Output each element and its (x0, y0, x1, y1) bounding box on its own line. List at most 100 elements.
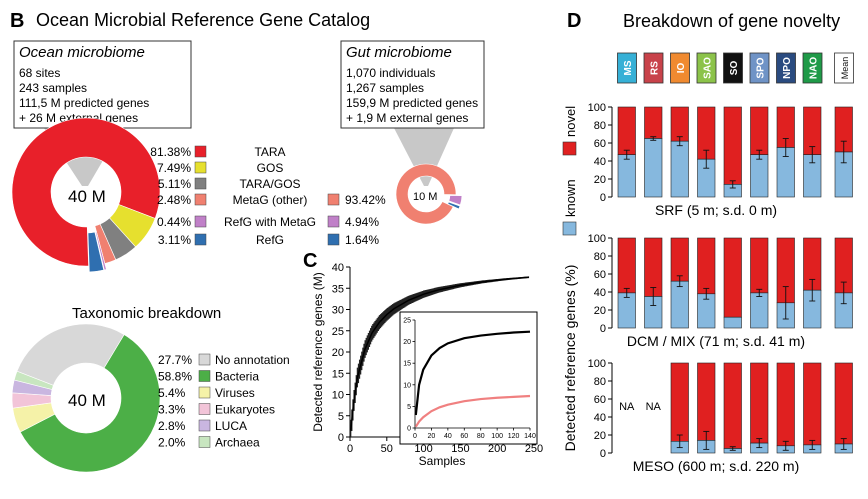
c-inset-y-tick-label: 0 (407, 426, 411, 433)
d-y-tick-label: 40 (594, 156, 606, 168)
c-x-tick-label: 100 (414, 443, 432, 455)
taxo-swatch-bacteria (198, 370, 211, 382)
taxo-pct-luca: 2.8% (158, 419, 186, 433)
ocean-box-line-1: 68 sites (19, 66, 60, 80)
d-bar-known (750, 154, 769, 198)
legend-label-refg: RefG (256, 233, 284, 247)
taxo-slice-no-annotation (16, 323, 125, 386)
d-y-tick-label: 60 (594, 394, 606, 406)
gut-donut-center: 10 M (413, 191, 437, 203)
c-y-tick-label: 15 (332, 368, 344, 380)
ocean-region-badge-io (670, 52, 690, 84)
c-inset-y-tick-label: 20 (403, 339, 411, 346)
c-x-tick-label: 250 (525, 443, 543, 455)
ocean-region-code-mean: Mean (840, 57, 850, 80)
gut-box-line-3: 159,9 M predicted genes (346, 96, 478, 110)
taxonomy-legend: 27.7% No annotation 58.8% Bacteria 5.4% Virus… (158, 353, 290, 450)
c-inset-y-tick-label: 5 (407, 404, 411, 411)
novelty-bar-charts: MS RS IO SAO SO SPO NPO NAO Mean 0 20 40 60 80 100 SRF … (562, 52, 854, 474)
d-bar-novel (670, 106, 689, 142)
c-inset-y-tick-label: 15 (403, 361, 411, 368)
d-y-tick-label: 0 (600, 448, 606, 460)
d-bar-novel (803, 362, 822, 446)
swatch-tara-gos (194, 177, 207, 190)
taxo-label-archaea: Archaea (215, 436, 260, 450)
c-y-tick-label: 25 (332, 326, 344, 338)
c-inset-x-tick-label: 60 (460, 433, 468, 440)
ocean-donut-chart (11, 117, 161, 273)
d-bar-novel (750, 106, 769, 156)
c-inset-curve-2 (414, 394, 531, 428)
gut-funnel (394, 128, 454, 186)
c-x-tick-label: 0 (347, 443, 353, 455)
panel-b-letter: B (10, 10, 24, 32)
c-y-tick-label: 20 (332, 347, 344, 359)
c-inset-x-tick-label: 80 (477, 433, 485, 440)
c-inset-x-tick-label: 0 (413, 433, 417, 440)
d-y-tick-label: 80 (594, 376, 606, 388)
d-bar-novel (697, 237, 716, 295)
c-y-label: Detected reference genes (M) (311, 272, 325, 431)
legend-label-metag-other: MetaG (other) (233, 193, 308, 207)
d-y-tick-label: 100 (588, 102, 606, 114)
d-bar-novel (750, 237, 769, 294)
ocean-region-code-ms: MS (623, 60, 634, 75)
panel-c-letter: C (303, 250, 317, 272)
c-inset-x-tick-label: 20 (428, 433, 436, 440)
c-y-tick-label: 0 (338, 432, 344, 444)
panel-d-title: Breakdown of gene novelty (623, 11, 840, 31)
d-bar-novel (670, 362, 689, 442)
ocean-region-badge-npo (776, 52, 796, 84)
d-y-tick-label: 100 (588, 233, 606, 245)
d-y-label: Detected reference genes (%) (562, 265, 578, 452)
gut-pct-metag-other: 93.42% (345, 193, 386, 207)
ocean-slice-refg-with-metag (95, 231, 107, 271)
d-bar-novel (750, 362, 769, 444)
ocean-region-code-spo: SPO (756, 57, 767, 78)
legend-label-tara-gos: TARA/GOS (239, 177, 300, 191)
c-x-tick-label: 50 (381, 443, 393, 455)
taxo-slice-bacteria (19, 334, 161, 473)
d-y-tick-label: 80 (594, 120, 606, 132)
taxo-donut-center: 40 M (68, 391, 106, 410)
ocean-pct-tara-gos: 5.11% (158, 177, 191, 191)
taxo-title: Taxonomic breakdown (72, 305, 221, 322)
gut-slice-refg (447, 201, 461, 210)
c-inset-frame (399, 311, 538, 445)
taxo-pct-no-annotation: 27.7% (158, 353, 192, 367)
c-y-tick-label: 35 (332, 283, 344, 295)
d-y-tick-label: 100 (588, 358, 606, 370)
d-y-tick-label: 40 (594, 287, 606, 299)
swatch-gos (194, 161, 207, 174)
legend-label-refg-with-metag: RefG with MetaG (224, 215, 316, 229)
d-y-tick-label: 20 (594, 174, 606, 186)
swatch-refg (194, 233, 207, 246)
taxo-swatch-luca (198, 419, 211, 432)
d-bar-novel (723, 106, 742, 185)
ocean-pct-refg-with-metag: 0.44% (157, 215, 191, 229)
gut-info-box (340, 40, 485, 129)
d-y-tick-label: 20 (594, 305, 606, 317)
d-bar-novel (670, 237, 689, 282)
ocean-region-badge-so (723, 52, 743, 84)
c-x-label: Samples (419, 454, 466, 468)
gut-box-line-2: 1,267 samples (346, 81, 424, 95)
ocean-box-line-3: 111,5 M predicted genes (19, 96, 149, 110)
d-bar-known (670, 280, 689, 329)
d-bar-known (750, 292, 769, 329)
taxonomy-donut-chart (11, 323, 161, 473)
ocean-pct-metag-other: 2.48% (157, 193, 191, 207)
ocean-region-code-io: IO (676, 63, 687, 74)
ocean-pct-refg: 3.11% (158, 233, 191, 247)
taxo-pct-viruses: 5.4% (158, 386, 186, 400)
d-y-tick-label: 0 (600, 192, 606, 204)
ocean-pct-tara: 81.38% (150, 145, 191, 159)
swatch-tara (194, 145, 207, 158)
d-legend-known-label: known (563, 179, 578, 217)
gut-box-line-4: + 1,9 M external genes (346, 111, 468, 125)
d-legend-novel-swatch (562, 141, 577, 156)
ocean-region-code-sao: SAO (703, 57, 714, 79)
d-legend-novel-label: novel (563, 106, 578, 137)
panel-d-letter: D (567, 10, 581, 32)
